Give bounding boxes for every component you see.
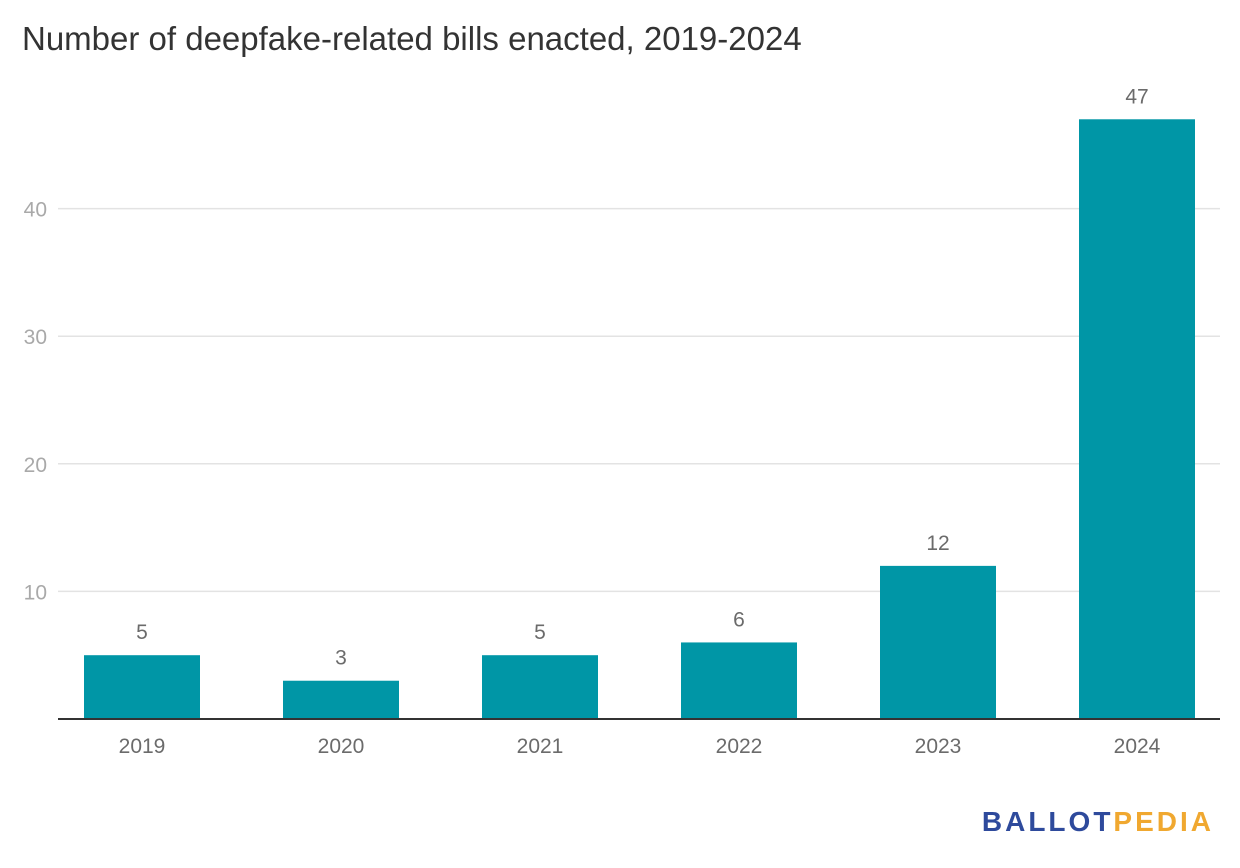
bar-2020[interactable] (283, 680, 399, 719)
bar-2023[interactable] (880, 565, 996, 719)
data-label: 3 (335, 647, 347, 670)
gridlines (58, 207, 1220, 593)
y-tick-label: 10 (24, 581, 47, 604)
logo-part-pedia: PEDIA (1113, 806, 1214, 837)
x-tick-label: 2020 (318, 735, 365, 758)
data-label: 6 (733, 608, 745, 631)
ballotpedia-logo[interactable]: BALLOTPEDIA (982, 806, 1214, 838)
data-label: 47 (1125, 85, 1148, 108)
data-label: 12 (926, 532, 949, 555)
chart-title: Number of deepfake-related bills enacted… (22, 20, 802, 57)
axes: 10 20 30 40 2019 2020 2021 2022 2023 2024 (24, 199, 1220, 758)
bar-2024[interactable] (1079, 119, 1195, 719)
y-tick-label: 30 (24, 326, 47, 349)
x-tick-label: 2023 (915, 735, 962, 758)
y-tick-label: 20 (24, 454, 47, 477)
x-tick-label: 2022 (716, 735, 763, 758)
bar-2021[interactable] (482, 655, 598, 719)
bars (84, 119, 1195, 719)
x-tick-label: 2021 (517, 735, 564, 758)
data-label: 5 (136, 621, 148, 644)
x-tick-label: 2019 (119, 735, 166, 758)
x-tick-label: 2024 (1114, 735, 1161, 758)
bar-2022[interactable] (681, 642, 797, 719)
data-label: 5 (534, 621, 546, 644)
logo-part-ballot: BALLOT (981, 806, 1114, 837)
y-tick-label: 40 (24, 199, 47, 222)
bar-2019[interactable] (84, 655, 200, 719)
data-labels: 5 3 5 6 12 47 (136, 85, 1149, 669)
